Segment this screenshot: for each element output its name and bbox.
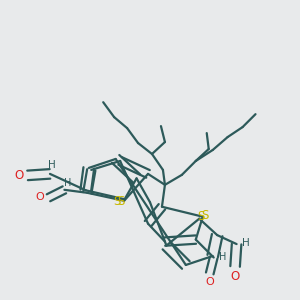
Text: O: O bbox=[36, 192, 44, 202]
Text: O: O bbox=[14, 169, 23, 182]
Text: S: S bbox=[113, 195, 121, 208]
Text: S: S bbox=[202, 209, 209, 222]
Text: H: H bbox=[219, 252, 226, 262]
Text: H: H bbox=[48, 160, 55, 170]
Text: S: S bbox=[117, 195, 125, 208]
Text: O: O bbox=[205, 278, 214, 287]
Text: S: S bbox=[197, 210, 205, 223]
Text: H: H bbox=[242, 238, 249, 248]
Text: O: O bbox=[230, 270, 240, 284]
Text: H: H bbox=[64, 178, 71, 188]
